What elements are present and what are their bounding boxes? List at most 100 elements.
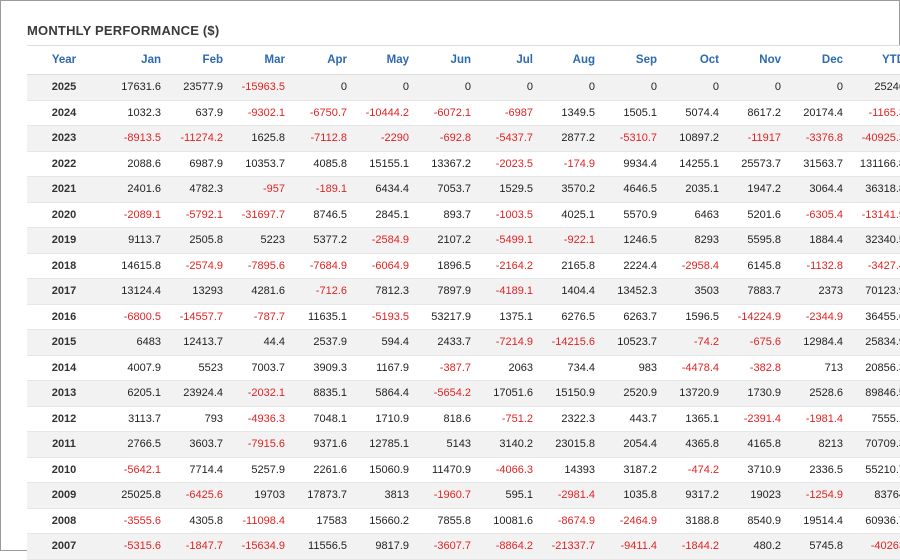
value-cell: -5642.1 [101,457,163,483]
value-cell: -7684.9 [287,253,349,279]
value-cell: -8864.2 [473,533,535,560]
value-cell: 6483 [101,329,163,356]
value-cell: 0 [349,74,411,101]
column-header-ytd[interactable]: YTD [845,45,900,75]
value-cell: -7214.9 [473,329,535,356]
value-cell: -1254.9 [783,482,845,509]
value-cell: 13293 [163,278,225,305]
value-cell: 3813 [349,482,411,509]
value-cell: 6276.5 [535,304,597,330]
value-cell: 17873.7 [287,482,349,509]
value-cell: 2537.9 [287,329,349,356]
value-cell: -2290 [349,125,411,152]
column-header-jan[interactable]: Jan [101,45,163,75]
value-cell: 480.2 [721,533,783,560]
table-row: 2009 25025.8 -6425.6 19703 17873.7 3813 -1960.… [27,482,900,509]
value-cell: 6205.1 [101,380,163,407]
value-cell: 2845.1 [349,202,411,228]
column-header-mar[interactable]: Mar [225,45,287,75]
value-cell: 8746.5 [287,202,349,228]
table-row: 2021 2401.6 4782.3 -957 -189.1 6434.4 7053.7 15… [27,176,900,203]
value-cell: 1365.1 [659,406,721,432]
value-cell: 36455.6 [845,304,900,330]
value-cell: -4189.1 [473,278,535,305]
value-cell: 11470.9 [411,457,473,483]
value-cell: 1375.1 [473,304,535,330]
column-header-dec[interactable]: Dec [783,45,845,75]
value-cell: 23924.4 [163,380,225,407]
value-cell: -4478.4 [659,355,721,381]
value-cell: -8913.5 [101,125,163,152]
value-cell: -40263 [845,533,900,560]
table-row: 2014 4007.9 5523 7003.7 3909.3 1167.9 -387.7 20… [27,355,900,381]
column-header-aug[interactable]: Aug [535,45,597,75]
column-header-may[interactable]: May [349,45,411,75]
value-cell: -3607.7 [411,533,473,560]
value-cell: 5257.9 [225,457,287,483]
column-header-year[interactable]: Year [27,45,101,75]
value-cell: 595.1 [473,482,535,509]
value-cell: -1981.4 [783,406,845,432]
year-cell: 2023 [27,125,101,152]
value-cell: 1896.5 [411,253,473,279]
column-header-oct[interactable]: Oct [659,45,721,75]
value-cell: 4025.1 [535,202,597,228]
value-cell: 4085.8 [287,151,349,177]
value-cell: -7895.6 [225,253,287,279]
value-cell: 17583 [287,508,349,534]
value-cell: 6434.4 [349,176,411,203]
value-cell: 5595.8 [721,227,783,254]
value-cell: 3187.2 [597,457,659,483]
table-header: Year Jan Feb Mar Apr May Jun Jul Aug Sep Oct Nov Dec… [27,45,900,75]
value-cell: 2224.4 [597,253,659,279]
value-cell: -957 [225,176,287,203]
value-cell: 0 [783,74,845,101]
column-header-jun[interactable]: Jun [411,45,473,75]
value-cell: -6425.6 [163,482,225,509]
value-cell: 23577.9 [163,74,225,101]
value-cell: 3909.3 [287,355,349,381]
table-row: 2024 1032.3 637.9 -9302.1 -6750.7 -10444.2 -60… [27,100,900,126]
column-header-feb[interactable]: Feb [163,45,225,75]
value-cell: 1246.5 [597,227,659,254]
value-cell: 13367.2 [411,151,473,177]
value-cell: 53217.9 [411,304,473,330]
value-cell: 2088.6 [101,151,163,177]
value-cell: 10897.2 [659,125,721,152]
value-cell: 2373 [783,278,845,305]
value-cell: 4365.8 [659,431,721,458]
value-cell: 4281.6 [225,278,287,305]
value-cell: -2981.4 [535,482,597,509]
year-cell: 2008 [27,508,101,534]
table-row: 2007 -5315.6 -1847.7 -15634.9 11556.5 9817.9-… [27,533,900,560]
value-cell: -8674.9 [535,508,597,534]
value-cell: -10444.2 [349,100,411,126]
value-cell: 9113.7 [101,227,163,254]
value-cell: 4165.8 [721,431,783,458]
column-header-nov[interactable]: Nov [721,45,783,75]
year-cell: 2024 [27,100,101,126]
value-cell: -1847.7 [163,533,225,560]
value-cell: 594.4 [349,329,411,356]
value-cell: -2958.4 [659,253,721,279]
value-cell: 12984.4 [783,329,845,356]
column-header-apr[interactable]: Apr [287,45,349,75]
column-header-jul[interactable]: Jul [473,45,535,75]
year-cell: 2013 [27,380,101,407]
year-cell: 2012 [27,406,101,432]
value-cell: 19514.4 [783,508,845,534]
value-cell: -2584.9 [349,227,411,254]
value-cell: -5499.1 [473,227,535,254]
value-cell: 14255.1 [659,151,721,177]
value-cell: 13124.4 [101,278,163,305]
table-row: 2020 -2089.1 -5792.1 -31697.7 8746.5 2845.1 89… [27,202,900,228]
value-cell: 4007.9 [101,355,163,381]
value-cell: 19703 [225,482,287,509]
value-cell: 443.7 [597,406,659,432]
value-cell: -2023.5 [473,151,535,177]
value-cell: 3570.2 [535,176,597,203]
column-header-sep[interactable]: Sep [597,45,659,75]
value-cell: 7812.3 [349,278,411,305]
value-cell: 60936.7 [845,508,900,534]
